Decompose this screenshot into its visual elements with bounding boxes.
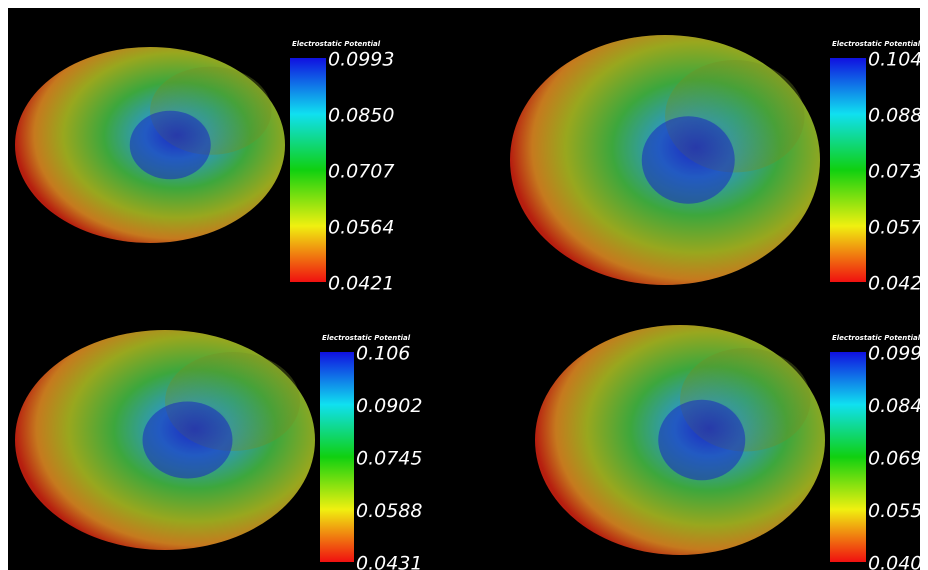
- colorbar-tick-label: 0.0588: [356, 500, 422, 522]
- colorbar-title: Electrostatic Potential: [832, 334, 921, 342]
- colorbar-tick-label: 0.0846: [868, 395, 928, 417]
- colorbar: [290, 58, 326, 282]
- colorbar-tick-label: 0.0850: [328, 105, 394, 127]
- colorbar-tick-label: 0.0731: [868, 161, 928, 183]
- molecule-core: [143, 402, 233, 479]
- colorbar-tick-label: 0.0576: [868, 217, 928, 239]
- colorbar-tick-label: 0.0994: [868, 343, 928, 365]
- colorbar-tick-label: 0.0404: [868, 553, 928, 570]
- colorbar-tick-label: 0.0421: [328, 273, 394, 295]
- colorbar-title: Electrostatic Potential: [292, 40, 381, 48]
- colorbar-tick-label: 0.106: [356, 343, 410, 365]
- colorbar-tick-label: 0.0551: [868, 500, 928, 522]
- molecule-core: [658, 400, 745, 481]
- colorbar-tick-label: 0.0993: [328, 49, 394, 71]
- colorbar-tick-label: 0.104: [868, 49, 922, 71]
- colorbar-tick-label: 0.0885: [868, 105, 928, 127]
- colorbar-title: Electrostatic Potential: [322, 334, 411, 342]
- visualization: Electrostatic Potential0.09930.08500.070…: [0, 0, 928, 570]
- colorbar-tick-label: 0.0564: [328, 217, 394, 239]
- colorbar-tick-label: 0.0902: [356, 395, 422, 417]
- page: {"panels": [ {"colorbar_title": "Electro…: [0, 0, 928, 570]
- colorbar-tick-label: 0.0422: [868, 273, 928, 295]
- colorbar-title: Electrostatic Potential: [832, 40, 921, 48]
- colorbar-tick-label: 0.0431: [356, 553, 422, 570]
- molecule-core: [642, 116, 735, 204]
- colorbar-tick-label: 0.0707: [328, 161, 394, 183]
- colorbar: [830, 352, 866, 562]
- colorbar-tick-label: 0.0745: [356, 448, 422, 470]
- colorbar: [830, 58, 866, 282]
- molecule-core: [130, 111, 211, 180]
- colorbar-tick-label: 0.0699: [868, 448, 928, 470]
- colorbar: [320, 352, 354, 562]
